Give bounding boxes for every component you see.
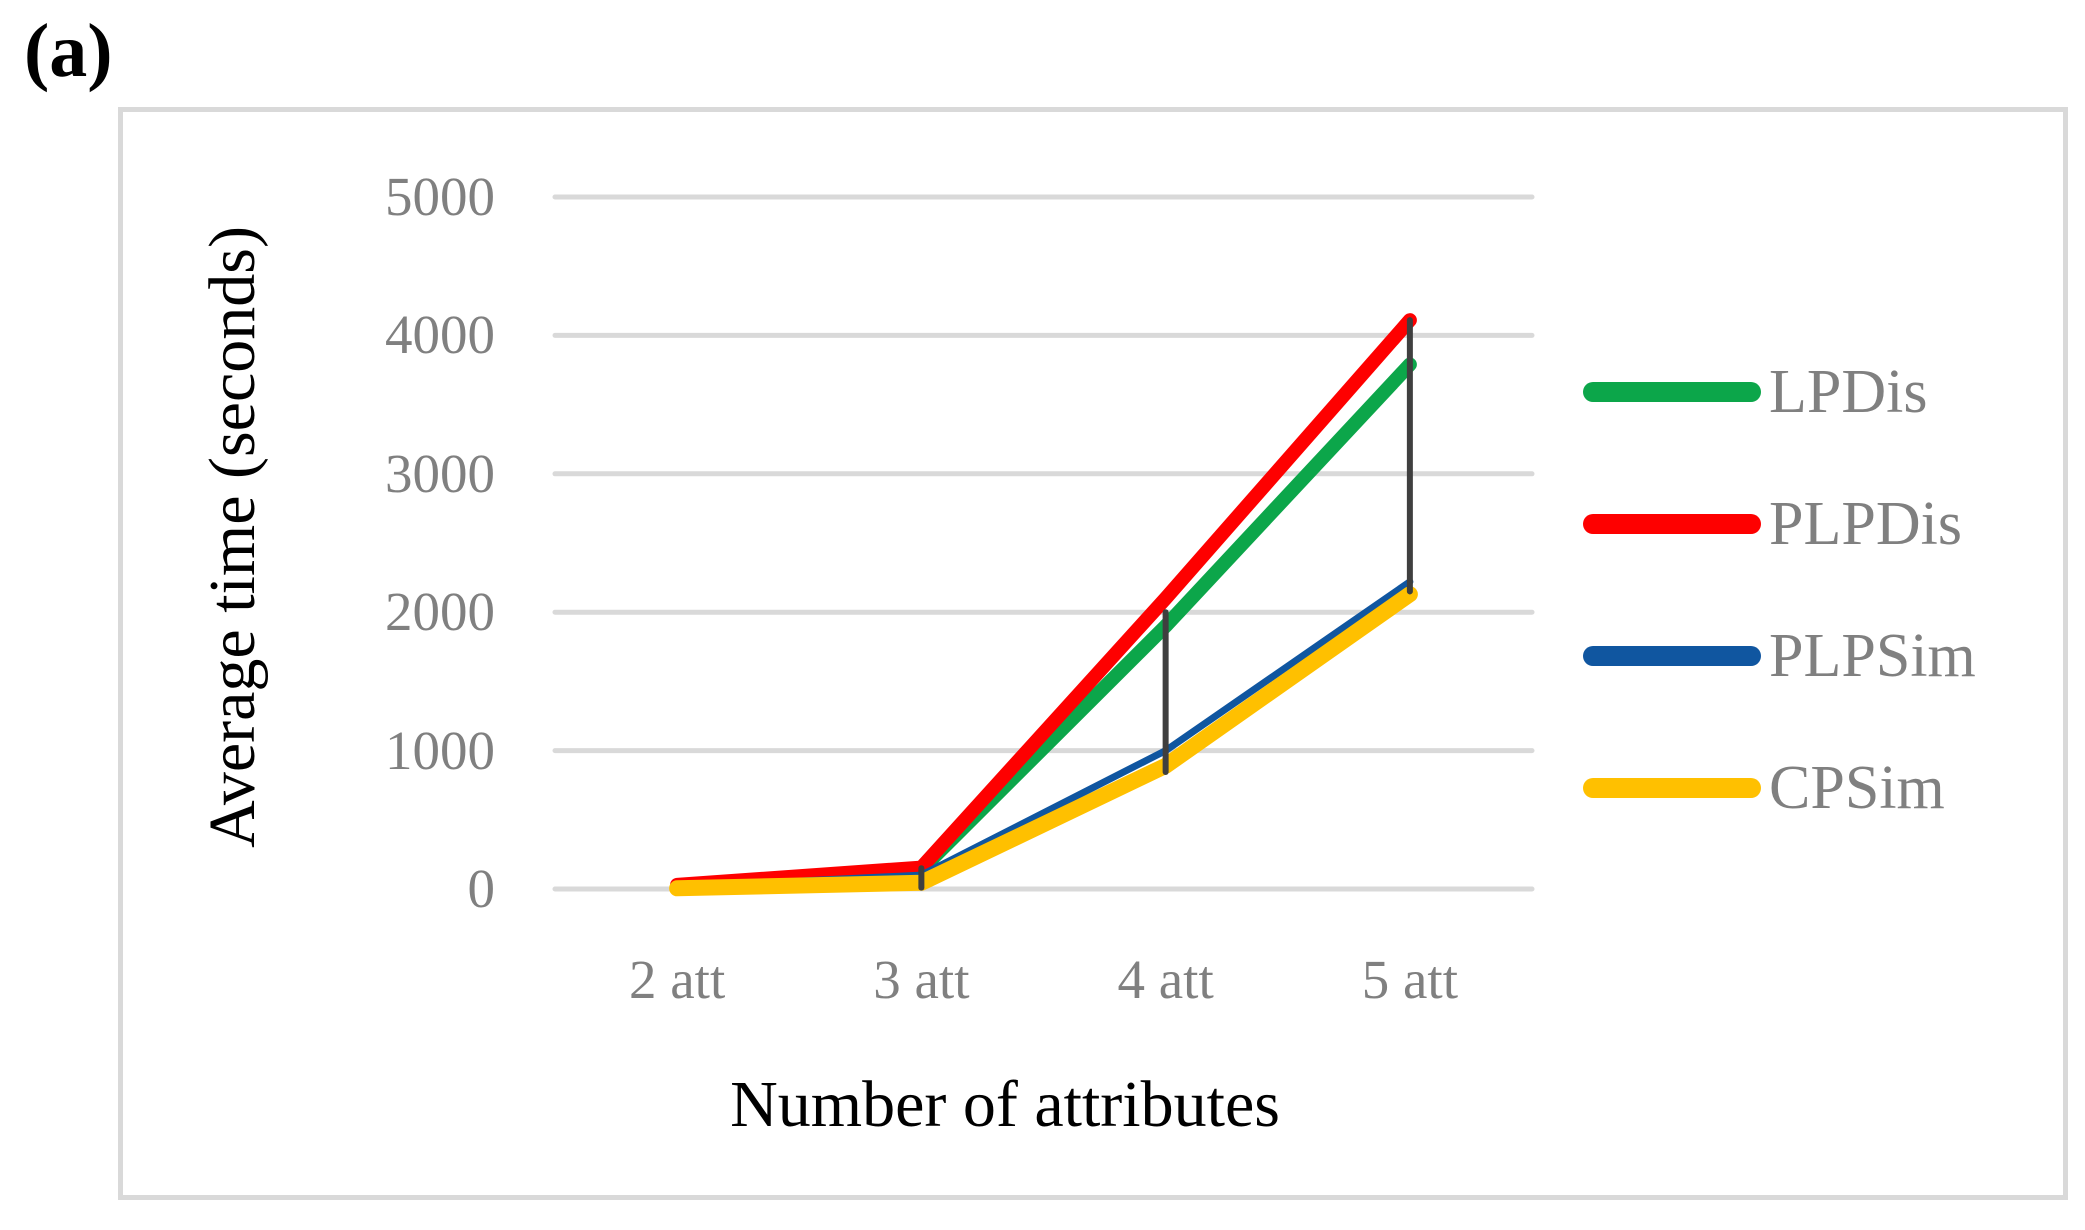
legend-item-plpdis: PLPDis — [1583, 492, 1962, 556]
legend-label-cpsim: CPSim — [1769, 754, 1945, 822]
y-tick-label-5000: 5000 — [385, 166, 495, 227]
legend-item-cpsim: CPSim — [1583, 756, 1945, 820]
x-tick-label-5-att: 5 att — [1361, 949, 1458, 1010]
legend-label-lpdis: LPDis — [1769, 358, 1928, 426]
y-tick-label-3000: 3000 — [385, 442, 495, 504]
x-tick-label-2-att: 2 att — [629, 949, 726, 1010]
legend-swatch-plpsim — [1583, 646, 1761, 666]
series-line-plpdis — [670, 313, 1417, 892]
legend-swatch-plpdis — [1583, 514, 1761, 534]
y-axis-title: Average time (seconds) — [196, 226, 269, 848]
x-axis-title: Number of attributes — [730, 1068, 1280, 1141]
legend-item-lpdis: LPDis — [1583, 360, 1927, 424]
figure-label: (a) — [24, 9, 113, 93]
y-tick-label-1000: 1000 — [385, 719, 495, 781]
legend-label-plpdis: PLPDis — [1769, 490, 1962, 558]
y-tick-label-0: 0 — [467, 858, 496, 919]
y-tick-label-4000: 4000 — [385, 304, 495, 366]
y-tick-label-2000: 2000 — [385, 581, 495, 643]
x-tick-label-3-att: 3 att — [873, 949, 970, 1010]
x-tick-label-4-att: 4 att — [1117, 949, 1214, 1010]
legend-item-plpsim: PLPSim — [1583, 624, 1976, 688]
legend-label-plpsim: PLPSim — [1769, 622, 1976, 690]
legend-swatch-lpdis — [1583, 382, 1761, 402]
series-line-cpsim — [669, 586, 1418, 897]
legend-swatch-cpsim — [1583, 778, 1761, 798]
